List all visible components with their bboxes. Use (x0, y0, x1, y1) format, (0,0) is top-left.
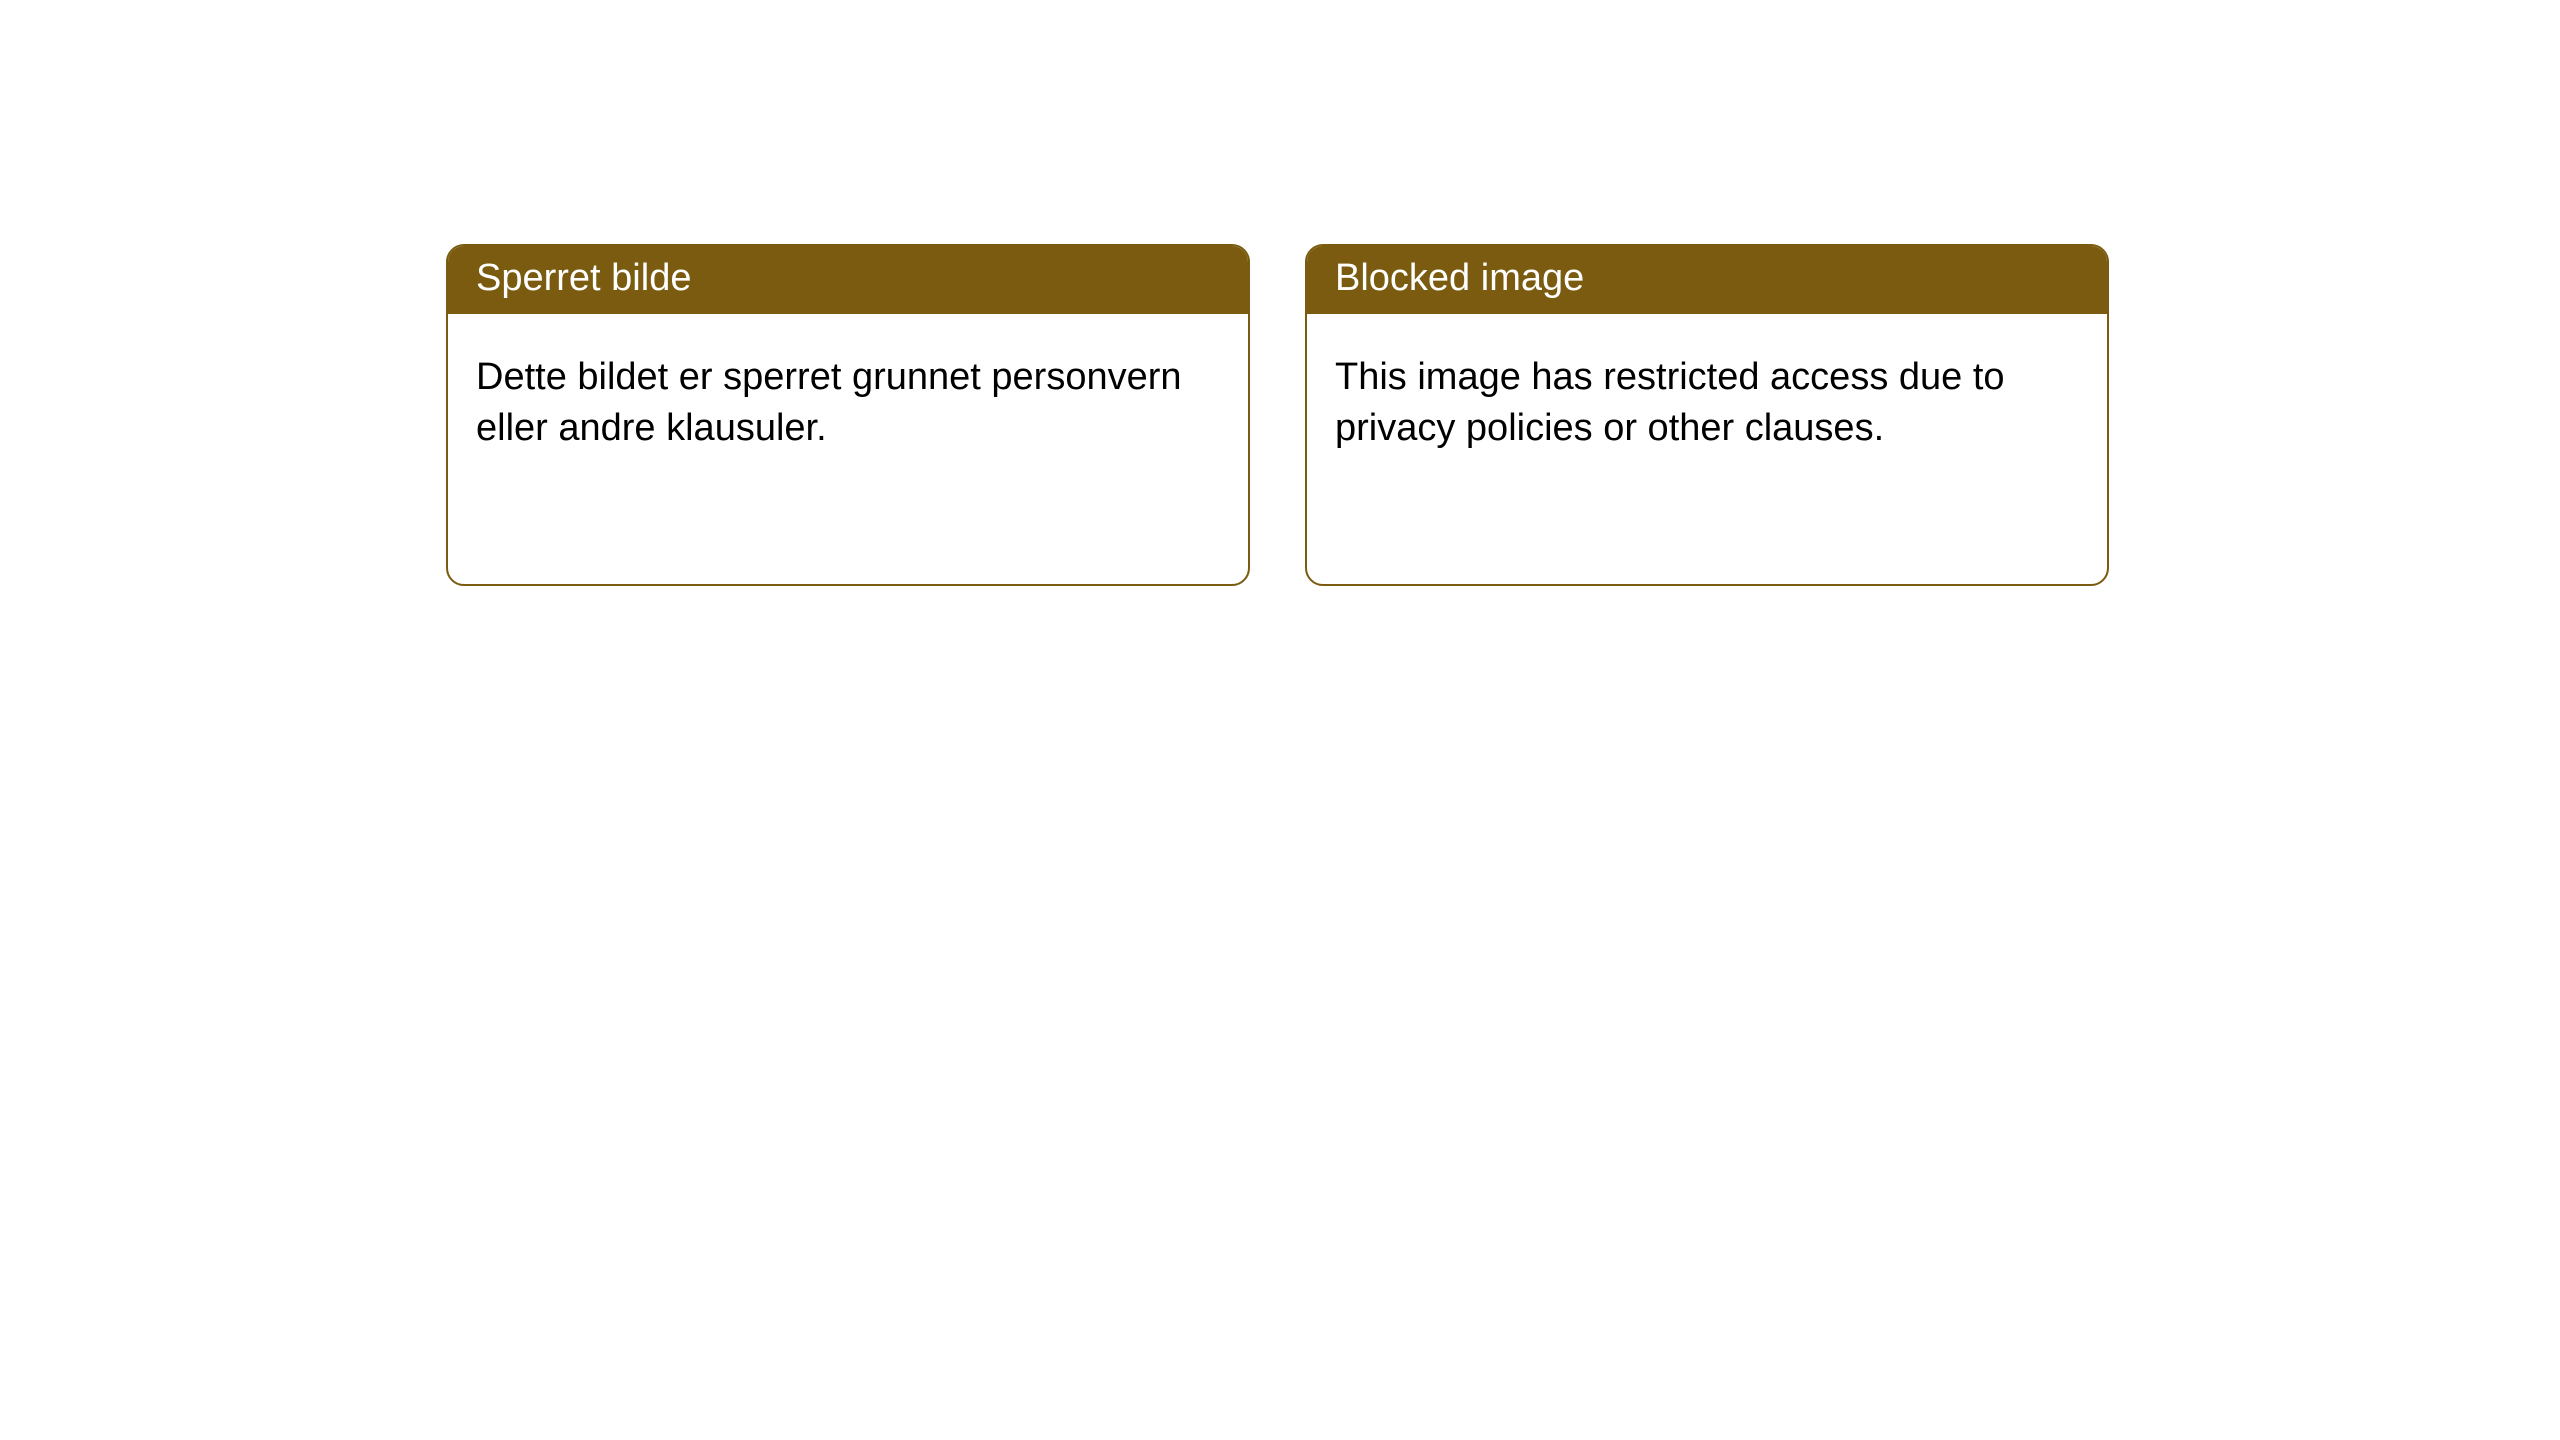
notice-container: Sperret bilde Dette bildet er sperret gr… (0, 0, 2560, 586)
card-body-english: This image has restricted access due to … (1307, 314, 2107, 584)
blocked-image-card-english: Blocked image This image has restricted … (1305, 244, 2109, 586)
card-header-norwegian: Sperret bilde (448, 246, 1248, 314)
card-header-english: Blocked image (1307, 246, 2107, 314)
blocked-image-card-norwegian: Sperret bilde Dette bildet er sperret gr… (446, 244, 1250, 586)
card-body-norwegian: Dette bildet er sperret grunnet personve… (448, 314, 1248, 584)
